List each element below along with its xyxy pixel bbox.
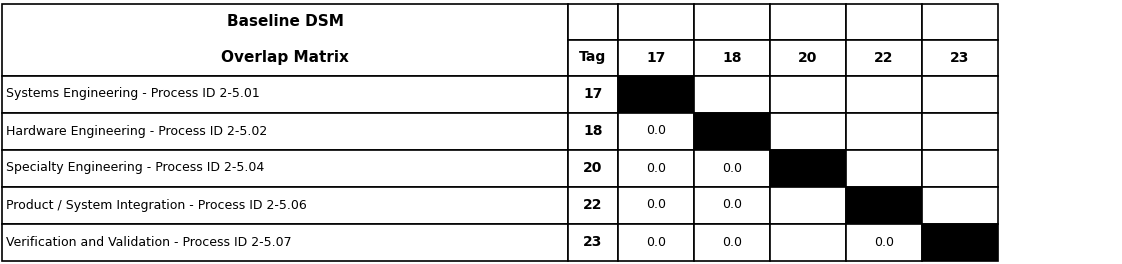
Bar bbox=[770, 40, 846, 76]
Bar bbox=[695, 3, 770, 40]
Text: Overlap Matrix: Overlap Matrix bbox=[221, 50, 349, 65]
Bar bbox=[568, 149, 618, 186]
Bar bbox=[922, 76, 997, 112]
Bar bbox=[922, 112, 997, 149]
Bar bbox=[770, 76, 846, 112]
Bar bbox=[846, 40, 922, 76]
Text: Baseline DSM: Baseline DSM bbox=[227, 14, 343, 29]
Bar bbox=[922, 224, 997, 261]
Text: Specialty Engineering - Process ID 2-5.04: Specialty Engineering - Process ID 2-5.0… bbox=[6, 162, 265, 175]
Bar bbox=[695, 149, 770, 186]
Bar bbox=[2, 149, 568, 186]
Text: 0.0: 0.0 bbox=[646, 125, 666, 138]
Text: 0.0: 0.0 bbox=[646, 162, 666, 175]
Text: 0.0: 0.0 bbox=[721, 199, 742, 211]
Bar bbox=[568, 40, 618, 76]
Bar bbox=[770, 149, 846, 186]
Bar bbox=[846, 224, 922, 261]
Bar bbox=[922, 186, 997, 224]
Text: Verification and Validation - Process ID 2-5.07: Verification and Validation - Process ID… bbox=[6, 235, 292, 248]
Bar bbox=[770, 3, 846, 40]
Bar bbox=[568, 3, 618, 40]
Bar bbox=[2, 76, 568, 112]
Bar bbox=[846, 76, 922, 112]
Text: 20: 20 bbox=[583, 161, 603, 175]
Text: 23: 23 bbox=[950, 50, 969, 64]
Bar bbox=[846, 149, 922, 186]
Bar bbox=[618, 112, 695, 149]
Bar bbox=[2, 224, 568, 261]
Text: 18: 18 bbox=[723, 50, 742, 64]
Bar bbox=[568, 112, 618, 149]
Bar bbox=[618, 186, 695, 224]
Text: Tag: Tag bbox=[579, 50, 607, 64]
Text: 18: 18 bbox=[583, 124, 603, 138]
Text: Hardware Engineering - Process ID 2-5.02: Hardware Engineering - Process ID 2-5.02 bbox=[6, 125, 267, 138]
Text: 23: 23 bbox=[583, 235, 603, 249]
Text: 0.0: 0.0 bbox=[646, 199, 666, 211]
Text: 22: 22 bbox=[874, 50, 894, 64]
Bar bbox=[695, 40, 770, 76]
Bar bbox=[618, 149, 695, 186]
Bar bbox=[2, 3, 568, 76]
Text: Product / System Integration - Process ID 2-5.06: Product / System Integration - Process I… bbox=[6, 199, 306, 211]
Text: 0.0: 0.0 bbox=[874, 235, 894, 248]
Bar bbox=[922, 3, 997, 40]
Bar bbox=[846, 112, 922, 149]
Bar bbox=[770, 224, 846, 261]
Bar bbox=[922, 40, 997, 76]
Text: 22: 22 bbox=[583, 198, 603, 212]
Text: Systems Engineering - Process ID 2-5.01: Systems Engineering - Process ID 2-5.01 bbox=[6, 87, 260, 101]
Bar bbox=[2, 186, 568, 224]
Text: 17: 17 bbox=[646, 50, 665, 64]
Bar bbox=[618, 40, 695, 76]
Bar bbox=[568, 76, 618, 112]
Bar bbox=[846, 186, 922, 224]
Bar bbox=[695, 76, 770, 112]
Bar bbox=[770, 112, 846, 149]
Bar bbox=[770, 186, 846, 224]
Bar bbox=[618, 76, 695, 112]
Bar bbox=[846, 3, 922, 40]
Bar bbox=[618, 3, 695, 40]
Bar bbox=[922, 149, 997, 186]
Text: 17: 17 bbox=[583, 87, 603, 101]
Text: 0.0: 0.0 bbox=[721, 235, 742, 248]
Bar bbox=[618, 224, 695, 261]
Text: 20: 20 bbox=[799, 50, 818, 64]
Bar bbox=[695, 112, 770, 149]
Text: 0.0: 0.0 bbox=[646, 235, 666, 248]
Text: 0.0: 0.0 bbox=[721, 162, 742, 175]
Bar bbox=[2, 112, 568, 149]
Bar bbox=[568, 186, 618, 224]
Bar bbox=[695, 186, 770, 224]
Bar bbox=[695, 224, 770, 261]
Bar bbox=[568, 224, 618, 261]
